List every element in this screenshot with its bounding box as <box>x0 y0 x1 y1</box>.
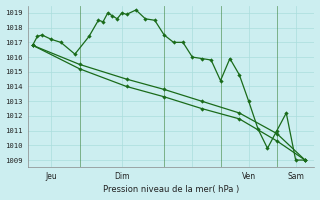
X-axis label: Pression niveau de la mer( hPa ): Pression niveau de la mer( hPa ) <box>103 185 239 194</box>
